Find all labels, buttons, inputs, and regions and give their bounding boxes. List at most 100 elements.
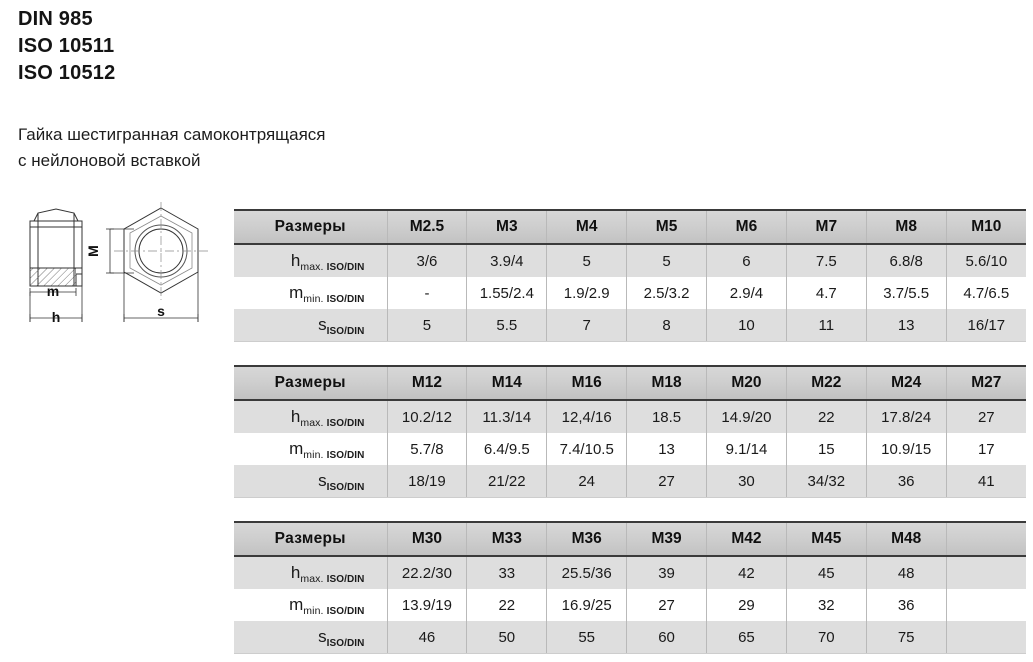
table-header-row: Размеры M12 M14 M16 M18 M20 M22 M24 M27 (234, 365, 1026, 401)
cell-empty (945, 556, 1026, 589)
cell-m-m30: 13.9/19 (386, 589, 468, 621)
cell-h-m12: 10.2/12 (386, 400, 468, 433)
header-size-m12: M12 (386, 365, 468, 401)
table-row: mmin. ISO/DIN 13.9/19 22 16.9/25 27 29 32 36 (234, 589, 1026, 621)
cell-s-m12: 18/19 (386, 465, 468, 498)
header-size-m22: M22 (785, 365, 867, 401)
header-size-m48: M48 (865, 521, 947, 557)
header-dimensions-label: Размеры (234, 209, 388, 245)
header-size-m10: M10 (945, 209, 1026, 245)
cell-h-m3: 3.9/4 (466, 244, 548, 277)
cell-h-m36: 25.5/36 (546, 556, 628, 589)
header-size-m18: M18 (626, 365, 707, 401)
row-label-h: hmax. ISO/DIN (234, 400, 388, 433)
row-label-m: mmin. ISO/DIN (234, 277, 388, 309)
cell-s-m10: 16/17 (945, 309, 1026, 342)
table-row: sISO/DIN 18/19 21/22 24 27 30 34/32 36 41 (234, 465, 1026, 498)
cell-m-m7: 4.7 (785, 277, 867, 309)
cell-s-m27: 41 (945, 465, 1026, 498)
cell-h-m10: 5.6/10 (945, 244, 1026, 277)
cell-h-m45: 45 (785, 556, 867, 589)
cell-s-m24: 36 (865, 465, 947, 498)
cell-h-m14: 11.3/14 (466, 400, 548, 433)
row-label-m: mmin. ISO/DIN (234, 589, 388, 621)
cell-h-m5: 5 (626, 244, 707, 277)
header-size-m6: M6 (706, 209, 787, 245)
table-row: hmax. ISO/DIN 22.2/30 33 25.5/36 39 42 45 48 (234, 556, 1026, 589)
cell-m-m20: 9.1/14 (706, 433, 787, 465)
centerlines (114, 202, 210, 300)
dimension-label-m: m (47, 283, 59, 299)
dimension-table-1: Размеры M2.5 M3 M4 M5 M6 M7 M8 M10 hmax. ISO/DIN 3… (234, 209, 1026, 342)
table-row: hmax. ISO/DIN 10.2/12 11.3/14 12,4/16 18.5 14… (234, 400, 1026, 433)
cell-s-m14: 21/22 (466, 465, 548, 498)
header-size-empty (945, 521, 1026, 557)
cell-m-m16: 7.4/10.5 (546, 433, 628, 465)
cell-m-m27: 17 (945, 433, 1026, 465)
cell-s-m33: 50 (466, 621, 548, 654)
cell-s-m22: 34/32 (785, 465, 867, 498)
cell-h-m18: 18.5 (626, 400, 707, 433)
header-size-m42: M42 (706, 521, 787, 557)
cell-s-m48: 75 (865, 621, 947, 654)
cell-empty (945, 621, 1026, 654)
cell-s-m6: 10 (706, 309, 787, 342)
cell-m-m39: 27 (626, 589, 707, 621)
cell-h-m7: 7.5 (785, 244, 867, 277)
cell-s-m36: 55 (546, 621, 628, 654)
cell-h-m8: 6.8/8 (865, 244, 947, 277)
cell-m-m12: 5.7/8 (386, 433, 468, 465)
row-label-s: sISO/DIN (234, 621, 388, 654)
product-description: Гайка шестигранная самоконтрящаяся с ней… (18, 122, 458, 174)
cell-h-m39: 39 (626, 556, 707, 589)
cell-m-m33: 22 (466, 589, 548, 621)
cell-m-m42: 29 (706, 589, 787, 621)
standard-iso-10511: ISO 10511 (18, 35, 115, 57)
dimension-M (106, 228, 134, 274)
cell-s-m39: 60 (626, 621, 707, 654)
header-size-m14: M14 (466, 365, 548, 401)
cell-s-m4: 7 (546, 309, 628, 342)
row-label-h: hmax. ISO/DIN (234, 556, 388, 589)
cell-s-m16: 24 (546, 465, 628, 498)
technical-drawing: m h M (6, 196, 228, 344)
cell-h-m6: 6 (706, 244, 787, 277)
dimension-label-h: h (52, 309, 61, 325)
dimension-s (123, 272, 199, 322)
header-size-m8: M8 (865, 209, 947, 245)
dimension-label-s: s (157, 303, 165, 319)
header-size-m3: M3 (466, 209, 548, 245)
row-label-h: hmax. ISO/DIN (234, 244, 388, 277)
row-label-s: sISO/DIN (234, 465, 388, 498)
cell-s-m18: 27 (626, 465, 707, 498)
cell-h-m33: 33 (466, 556, 548, 589)
cell-s-m45: 70 (785, 621, 867, 654)
standards-list: DIN 985 ISO 10511 ISO 10512 (18, 6, 418, 87)
header-size-m27: M27 (945, 365, 1026, 401)
dimension-table-3: Размеры M30 M33 M36 M39 M42 M45 M48 hmax. ISO/DI… (234, 521, 1026, 654)
cell-m-m4: 1.9/2.9 (546, 277, 628, 309)
cell-m-m22: 15 (785, 433, 867, 465)
header-size-m2.5: M2.5 (386, 209, 468, 245)
dimension-label-M: M (85, 245, 101, 257)
cell-h-m2.5: 3/6 (386, 244, 468, 277)
standard-iso-10512: ISO 10512 (18, 62, 116, 84)
cell-m-m5: 2.5/3.2 (626, 277, 707, 309)
cell-m-m14: 6.4/9.5 (466, 433, 548, 465)
nut-side-view (29, 208, 83, 287)
cell-s-m42: 65 (706, 621, 787, 654)
cell-s-m20: 30 (706, 465, 787, 498)
cell-m-m18: 13 (626, 433, 707, 465)
header-size-m30: M30 (386, 521, 468, 557)
cell-m-m48: 36 (865, 589, 947, 621)
header-size-m7: M7 (785, 209, 867, 245)
header-size-m5: M5 (626, 209, 707, 245)
header-dimensions-label: Размеры (234, 521, 388, 557)
cell-h-m30: 22.2/30 (386, 556, 468, 589)
header-size-m45: M45 (785, 521, 867, 557)
cell-h-m22: 22 (785, 400, 867, 433)
cell-s-m2.5: 5 (386, 309, 468, 342)
cell-empty (945, 589, 1026, 621)
cell-h-m20: 14.9/20 (706, 400, 787, 433)
cell-s-m5: 8 (626, 309, 707, 342)
